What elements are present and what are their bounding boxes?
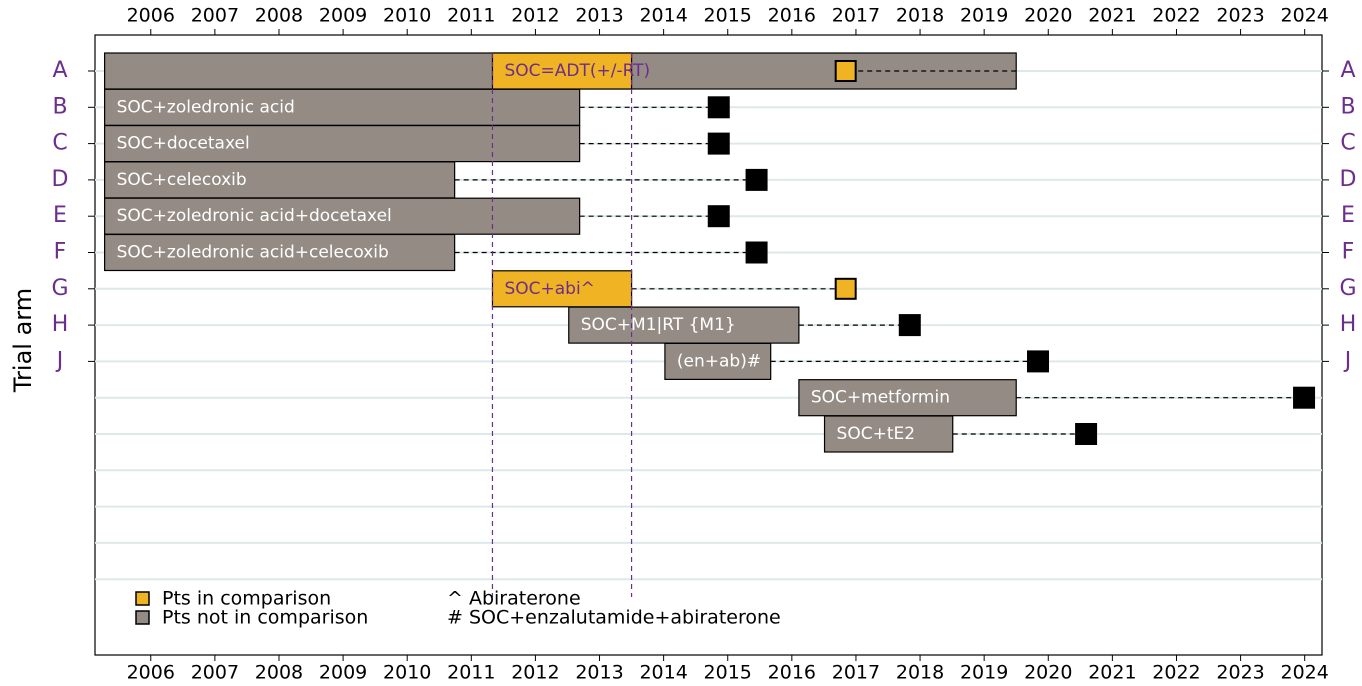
- x-tick-label: 2008: [255, 5, 303, 27]
- bar-label: SOC+tE2: [837, 424, 916, 444]
- x-tick-label: 2012: [511, 662, 559, 684]
- note: ^ Abiraterone: [447, 588, 581, 610]
- arm-label: B: [52, 94, 67, 119]
- x-tick-label: 2006: [127, 662, 175, 684]
- x-tick-label: 2013: [575, 662, 623, 684]
- x-tick-label: 2013: [575, 5, 623, 27]
- arm-label: G: [1339, 276, 1356, 301]
- x-tick-label: 2020: [1024, 662, 1072, 684]
- marker: [707, 96, 730, 119]
- legend-label: Pts in comparison: [162, 588, 331, 610]
- marker: [745, 241, 768, 264]
- x-tick-label: 2024: [1281, 662, 1329, 684]
- bar-label: SOC=ADT(+/-RT): [504, 61, 650, 81]
- x-tick-label: 2011: [447, 662, 495, 684]
- arm-label: D: [1340, 167, 1357, 192]
- bar-label: SOC+metformin: [811, 388, 950, 408]
- bar-label: SOC+zoledronic acid: [117, 97, 295, 117]
- x-tick-label: 2023: [1216, 662, 1264, 684]
- x-tick-label: 2014: [639, 5, 687, 27]
- x-tick-label: 2024: [1281, 5, 1329, 27]
- marker: [834, 60, 857, 82]
- marker: [834, 277, 857, 300]
- legend-swatch: [135, 591, 150, 606]
- bar-label: (en+ab)#: [677, 351, 761, 371]
- arm-label: J: [1343, 348, 1352, 373]
- y-axis-label: Trial arm: [9, 288, 37, 393]
- arm-label: A: [52, 58, 67, 83]
- legend-label: Pts not in comparison: [162, 607, 368, 629]
- marker: [1293, 386, 1316, 409]
- x-tick-label: 2016: [768, 5, 816, 27]
- arm-label: E: [1341, 203, 1355, 228]
- x-tick-label: 2010: [383, 662, 431, 684]
- bar: [823, 415, 954, 453]
- legend-swatch: [135, 610, 150, 625]
- x-tick-label: 2015: [704, 5, 752, 27]
- marker: [898, 314, 921, 337]
- arm-label: D: [52, 167, 69, 192]
- x-tick-label: 2007: [191, 5, 239, 27]
- arm-label: G: [51, 276, 68, 301]
- x-tick-label: 2017: [832, 5, 880, 27]
- arm-label: E: [53, 203, 67, 228]
- arm-label: F: [54, 240, 67, 265]
- x-tick-label: 2009: [319, 662, 367, 684]
- marker: [707, 132, 730, 155]
- bar: [104, 124, 581, 163]
- arm-label: J: [55, 348, 64, 373]
- bar-label: SOC+abi^: [504, 279, 594, 299]
- bar: [104, 88, 581, 126]
- bar-label: SOC+docetaxel: [117, 134, 250, 154]
- x-tick-label: 2019: [960, 5, 1008, 27]
- x-tick-label: 2017: [832, 662, 880, 684]
- x-tick-label: 2020: [1024, 5, 1072, 27]
- arm-label: C: [1340, 131, 1355, 156]
- x-tick-label: 2021: [1088, 5, 1136, 27]
- arm-label: F: [1342, 240, 1355, 265]
- x-tick-label: 2022: [1152, 5, 1200, 27]
- x-tick-label: 2009: [319, 5, 367, 27]
- x-tick-label: 2015: [704, 662, 752, 684]
- x-tick-label: 2011: [447, 5, 495, 27]
- x-tick-label: 2007: [191, 662, 239, 684]
- marker: [707, 205, 730, 228]
- x-tick-label: 2012: [511, 5, 559, 27]
- x-tick-label: 2016: [768, 662, 816, 684]
- arm-label: H: [52, 312, 69, 337]
- arm-label: A: [1340, 58, 1355, 83]
- bar-label: SOC+celecoxib: [117, 170, 247, 190]
- marker: [745, 168, 768, 191]
- bar: [491, 52, 633, 90]
- bar-label: SOC+zoledronic acid+celecoxib: [117, 243, 389, 263]
- arm-label: B: [1340, 94, 1355, 119]
- arm-label: H: [1340, 312, 1357, 337]
- marker: [1075, 423, 1098, 445]
- x-tick-label: 2021: [1088, 662, 1136, 684]
- x-tick-label: 2019: [960, 662, 1008, 684]
- x-tick-label: 2018: [896, 5, 944, 27]
- x-tick-label: 2023: [1216, 5, 1264, 27]
- note: # SOC+enzalutamide+abiraterone: [447, 607, 781, 629]
- marker: [1027, 350, 1050, 373]
- x-tick-label: 2010: [383, 5, 431, 27]
- arm-label: C: [52, 131, 67, 156]
- bar-label: SOC+zoledronic acid+docetaxel: [117, 206, 392, 226]
- x-tick-label: 2008: [255, 662, 303, 684]
- x-tick-label: 2018: [896, 662, 944, 684]
- x-tick-label: 2006: [127, 5, 175, 27]
- x-tick-label: 2014: [639, 662, 687, 684]
- bar: [798, 379, 1017, 417]
- x-tick-label: 2022: [1152, 662, 1200, 684]
- bar: [104, 197, 581, 235]
- bar-label: SOC+M1|RT {M1}: [581, 315, 736, 335]
